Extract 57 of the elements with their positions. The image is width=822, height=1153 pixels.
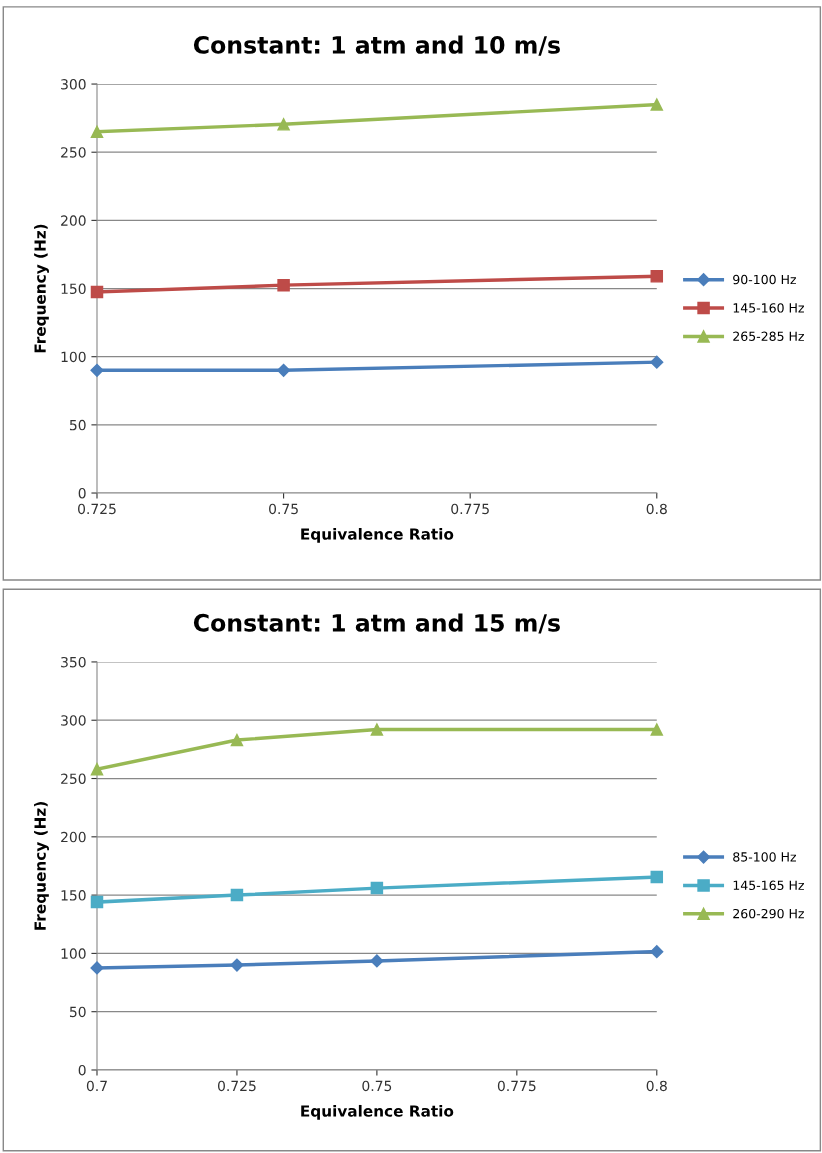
- point: [90, 762, 104, 776]
- point: [230, 888, 244, 902]
- x-tick-label: 0.8: [646, 1080, 667, 1092]
- x-tick-label: 0.775: [497, 1080, 536, 1092]
- point: [90, 125, 104, 139]
- y-tick-label: 250: [61, 147, 86, 158]
- y-tick-label: 150: [61, 283, 86, 295]
- y-tick-label: 50: [69, 419, 86, 431]
- y-tick-label: 300: [61, 79, 86, 90]
- y-tick-label: 300: [61, 715, 86, 726]
- y-tick-label: 200: [61, 831, 86, 843]
- point: [650, 355, 664, 369]
- point: [230, 958, 244, 972]
- point: [90, 961, 104, 975]
- point: [650, 723, 664, 736]
- point: [230, 733, 244, 747]
- x-tick-label: 0.7: [86, 1080, 107, 1092]
- point: [90, 285, 104, 299]
- point: [277, 118, 290, 131]
- x-tick-label: 0.75: [269, 503, 298, 515]
- point: [650, 945, 664, 959]
- y-tick-label: 250: [61, 773, 86, 784]
- point: [90, 363, 104, 377]
- y-tick-label: 50: [69, 1006, 86, 1018]
- point: [650, 98, 664, 111]
- point: [370, 723, 384, 736]
- x-tick-label: 0.75: [362, 1080, 392, 1092]
- y-axis-title: Frequency (Hz): [34, 802, 49, 930]
- y-tick-label: 0: [78, 487, 86, 499]
- point: [650, 270, 664, 283]
- legend-label: 265-285 Hz: [733, 331, 804, 341]
- chart-title: Constant: 1 atm and 10 m/s: [193, 35, 560, 56]
- y-tick-label: 150: [61, 890, 86, 901]
- point: [277, 363, 291, 377]
- legend-label: 145-160 Hz: [733, 303, 804, 313]
- y-axis-title: Frequency (Hz): [34, 224, 49, 353]
- point: [90, 895, 104, 909]
- y-tick-label: 200: [61, 215, 86, 226]
- y-tick-label: 350: [61, 656, 86, 668]
- point: [370, 881, 384, 895]
- x-tick-label: 0.725: [217, 1080, 256, 1092]
- y-tick-label: 0: [78, 1064, 86, 1076]
- legend-label: 85-100 Hz: [733, 852, 796, 862]
- x-tick-label: 0.8: [646, 503, 667, 515]
- point: [277, 278, 290, 292]
- legend-label: 260-290 Hz: [733, 908, 804, 919]
- x-axis-title: Equivalence Ratio: [301, 1104, 454, 1120]
- point: [650, 870, 664, 884]
- legend-label: 90-100 Hz: [733, 274, 796, 285]
- x-tick-label: 0.725: [78, 503, 116, 515]
- x-axis-title: Equivalence Ratio: [301, 527, 454, 543]
- point: [370, 954, 384, 968]
- y-tick-label: 100: [61, 948, 86, 959]
- y-tick-label: 100: [61, 351, 86, 363]
- chart-title: Constant: 1 atm and 15 m/s: [193, 613, 560, 634]
- legend-label: 145-165 Hz: [733, 880, 804, 890]
- x-tick-label: 0.775: [451, 503, 489, 515]
